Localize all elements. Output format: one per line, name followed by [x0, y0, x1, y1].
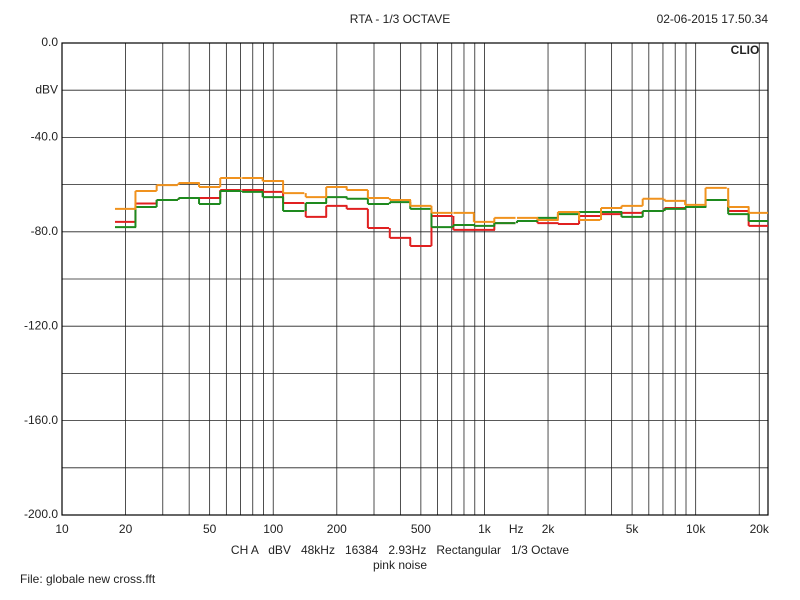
chart-title: RTA - 1/3 OCTAVE — [350, 12, 450, 26]
file-name: File: globale new cross.fft — [20, 572, 156, 586]
x-tick-label: 500 — [411, 522, 431, 536]
x-tick-label: 20 — [119, 522, 133, 536]
y-tick-label: -80.0 — [31, 224, 59, 238]
signal: pink noise — [373, 558, 427, 572]
x-tick-label: 5k — [626, 522, 640, 536]
y-tick-label: 0.0 — [41, 35, 58, 49]
x-tick-label: 10 — [55, 522, 69, 536]
settings: CH A dBV 48kHz 16384 2.93Hz Rectangular … — [231, 543, 570, 557]
x-tick-label: 2k — [542, 522, 556, 536]
timestamp: 02-06-2015 17.50.34 — [657, 12, 769, 26]
brand: CLIO — [731, 43, 760, 57]
y-tick-label: -120.0 — [24, 318, 58, 332]
x-tick-label: 200 — [327, 522, 347, 536]
x-tick-label: 100 — [263, 522, 283, 536]
x-axis-label: Hz — [509, 522, 524, 536]
y-axis-label: dBV — [35, 82, 58, 96]
x-tick-label: 10k — [686, 522, 706, 536]
y-tick-label: -40.0 — [31, 130, 59, 144]
y-tick-label: -160.0 — [24, 413, 58, 427]
plot-frame — [61, 42, 769, 516]
x-tick-label: 1k — [478, 522, 492, 536]
x-tick-label: 50 — [203, 522, 217, 536]
x-tick-label: 20k — [750, 522, 770, 536]
y-tick-label: -200.0 — [24, 507, 58, 521]
